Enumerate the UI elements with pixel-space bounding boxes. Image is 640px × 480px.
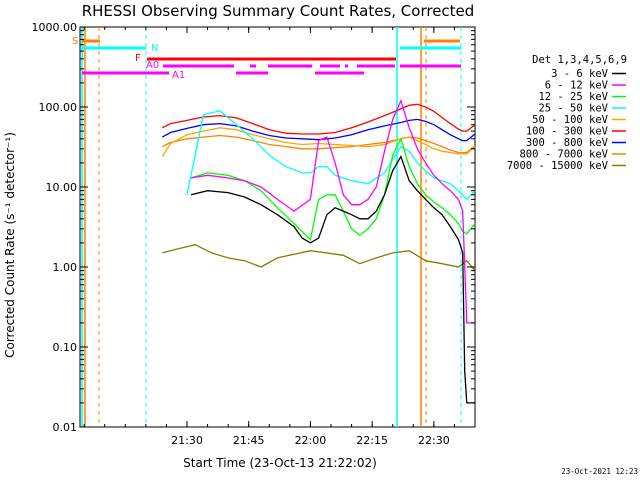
series-line-8 [162,244,476,272]
x-tick-label: 21:45 [233,434,265,447]
x-tick-label: 22:00 [295,434,327,447]
series-layer [161,98,476,404]
legend-label: 800 - 7000 keV [519,149,608,161]
y-tick-label: 10.00 [46,181,78,194]
legend-title: Det 1,3,4,5,6,9 [532,54,627,66]
series-line-0 [190,155,475,404]
series-line-2 [190,137,476,241]
x-tick-label: 22:30 [418,434,450,447]
x-tick-label: 22:15 [356,434,388,447]
flag-label-f: F [135,53,141,64]
flag-label-a0: A0 [146,60,159,71]
legend-label: 100 - 300 keV [526,126,609,138]
legend-label: 50 - 100 keV [532,114,609,126]
flag-label-s: S [72,36,78,47]
x-tick-label: 21:30 [171,434,203,447]
legend-label: 25 - 50 keV [538,103,608,115]
series-line-3 [186,109,476,201]
y-tick-label: 1.00 [53,261,78,274]
series-line-4 [161,127,476,157]
x-axis-label: Start Time (23-Oct-13 21:22:02) [183,456,377,470]
y-tick-label: 0.10 [53,341,78,354]
flag-bars [82,39,461,75]
flag-label-n: N [151,43,158,54]
axis-layer: 21:30 21:45 22:00 22:15 22:30 1000.00 100.00 10… [32,21,476,447]
series-line-6 [161,118,476,142]
plot-frame [79,26,476,428]
y-tick-label: 1000.00 [32,21,78,34]
legend-label: 3 - 6 keV [551,68,609,80]
flag-label-a1: A1 [172,70,185,81]
legend-label: 6 - 12 keV [545,80,609,92]
y-tick-label: 0.01 [53,421,78,434]
legend-label: 12 - 25 keV [538,91,608,103]
series-line-5 [162,103,476,135]
y-tick-label: 100.00 [39,101,78,114]
date-stamp: 23-Oct-2021 12:23 [561,467,638,476]
legend-label: 7000 - 15000 keV [507,160,609,172]
event-markers [81,27,462,427]
series-line-1 [190,98,475,324]
y-axis-label: Corrected Count Rate (s⁻¹ detector⁻¹) [3,132,17,358]
chart-title: RHESSI Observing Summary Count Rates, Co… [82,2,475,20]
legend-label: 300 - 800 keV [526,137,609,149]
